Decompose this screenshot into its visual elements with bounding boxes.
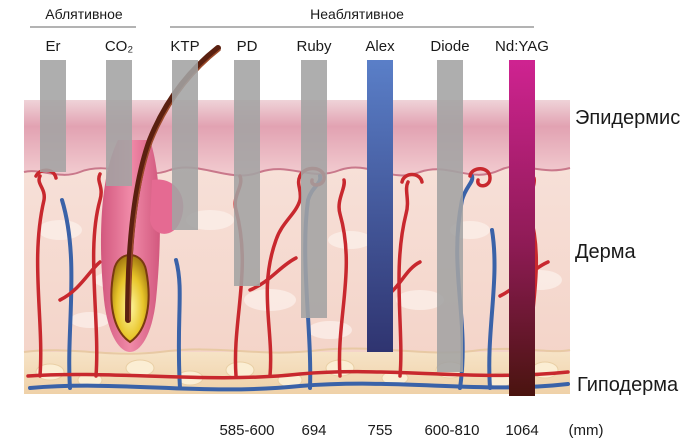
- laser-name-ktp: KTP: [170, 38, 199, 55]
- epidermis-basal-line: [23, 165, 571, 177]
- group-label-ablative: Аблятивное: [45, 6, 123, 22]
- dermis-hypodermis-boundary: [23, 347, 571, 355]
- wavelength-labels: 585-600 694 755 600-810 1064 (mm): [219, 422, 603, 439]
- laser-name-ndyag: Nd:YAG: [495, 38, 549, 55]
- laser-names: Er CO₂ KTP PD Ruby Alex Diode Nd:YAG: [46, 38, 549, 55]
- wavelength-ndyag: 1064: [505, 422, 538, 439]
- laser-name-diode: Diode: [430, 38, 469, 55]
- laser-name-co2: CO₂: [105, 38, 134, 55]
- laser-bar-er: [40, 60, 66, 172]
- laser-name-er: Er: [46, 38, 61, 55]
- laser-bar-ndyag: [509, 60, 535, 396]
- laser-bar-ruby: [301, 60, 327, 318]
- wavelength-alex: 755: [367, 422, 392, 439]
- wavelength-units: (mm): [569, 422, 604, 439]
- wavelength-diode: 600-810: [424, 422, 479, 439]
- wavelength-pd: 585-600: [219, 422, 274, 439]
- laser-bar-diode: [437, 60, 463, 372]
- layer-label-hypodermis: Гиподерма: [577, 374, 679, 396]
- laser-bar-co2: [106, 60, 132, 186]
- layer-label-dermis: Дерма: [575, 241, 637, 263]
- laser-name-alex: Alex: [365, 38, 395, 55]
- epidermis-layer: [24, 100, 570, 176]
- laser-bars: [40, 60, 535, 396]
- laser-name-pd: PD: [237, 38, 258, 55]
- laser-bar-pd: [234, 60, 260, 286]
- laser-bar-ktp: [172, 60, 198, 230]
- laser-name-ruby: Ruby: [296, 38, 332, 55]
- laser-bar-alex: [367, 60, 393, 352]
- group-label-nonablative: Неаблятивное: [310, 6, 404, 22]
- wavelength-ruby: 694: [301, 422, 326, 439]
- layer-label-epidermis: Эпидермис: [575, 107, 680, 129]
